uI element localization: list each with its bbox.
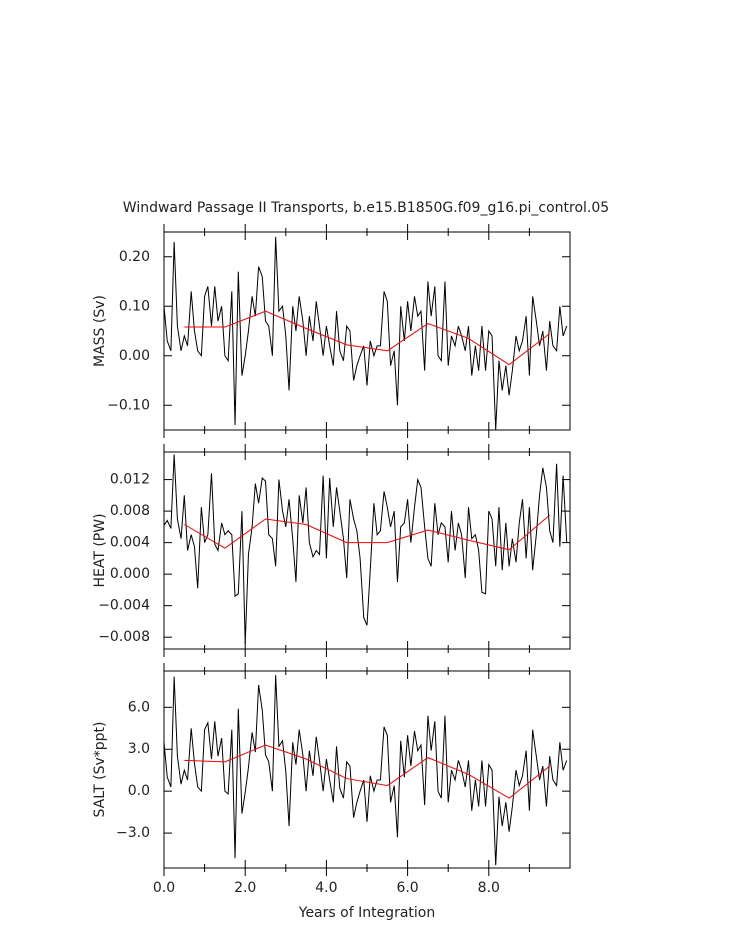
data-line (184, 310, 551, 366)
data-line (163, 454, 568, 644)
panel-frame (163, 231, 571, 431)
data-line (184, 514, 551, 551)
y-tick-label: 0.008 (110, 503, 150, 519)
y-axis-label: HEAT (PW) (92, 513, 108, 587)
y-tick-label: 0.20 (119, 249, 150, 265)
y-tick-label: 0.012 (110, 472, 150, 488)
y-tick-label: −0.10 (107, 397, 150, 413)
y-tick-label: 6.0 (128, 699, 150, 715)
y-tick-label: 0.00 (119, 348, 150, 364)
y-tick-label: 0.10 (119, 298, 150, 314)
data-line (163, 236, 568, 431)
y-tick-label: 3.0 (128, 741, 150, 757)
chart-title: Windward Passage II Transports, b.e15.B1… (123, 200, 609, 216)
y-axis-label: MASS (Sv) (92, 295, 108, 367)
x-tick-label: 6.0 (396, 880, 418, 896)
y-tick-label: 0.004 (110, 535, 150, 551)
y-tick-label: 0.0 (128, 783, 150, 799)
data-line (184, 744, 551, 799)
y-axis-label: SALT (Sv*ppt) (92, 722, 108, 818)
x-tick-label: 8.0 (478, 880, 500, 896)
data-line (163, 675, 568, 866)
x-tick-label: 2.0 (234, 880, 256, 896)
x-tick-label: 0.0 (153, 880, 175, 896)
x-axis-label: Years of Integration (298, 905, 435, 921)
x-tick-label: 4.0 (315, 880, 337, 896)
y-tick-label: −3.0 (116, 825, 150, 841)
y-tick-label: −0.004 (98, 598, 150, 614)
panel-frame (163, 670, 571, 869)
y-tick-label: 0.000 (110, 566, 150, 582)
y-tick-label: −0.008 (98, 629, 150, 645)
